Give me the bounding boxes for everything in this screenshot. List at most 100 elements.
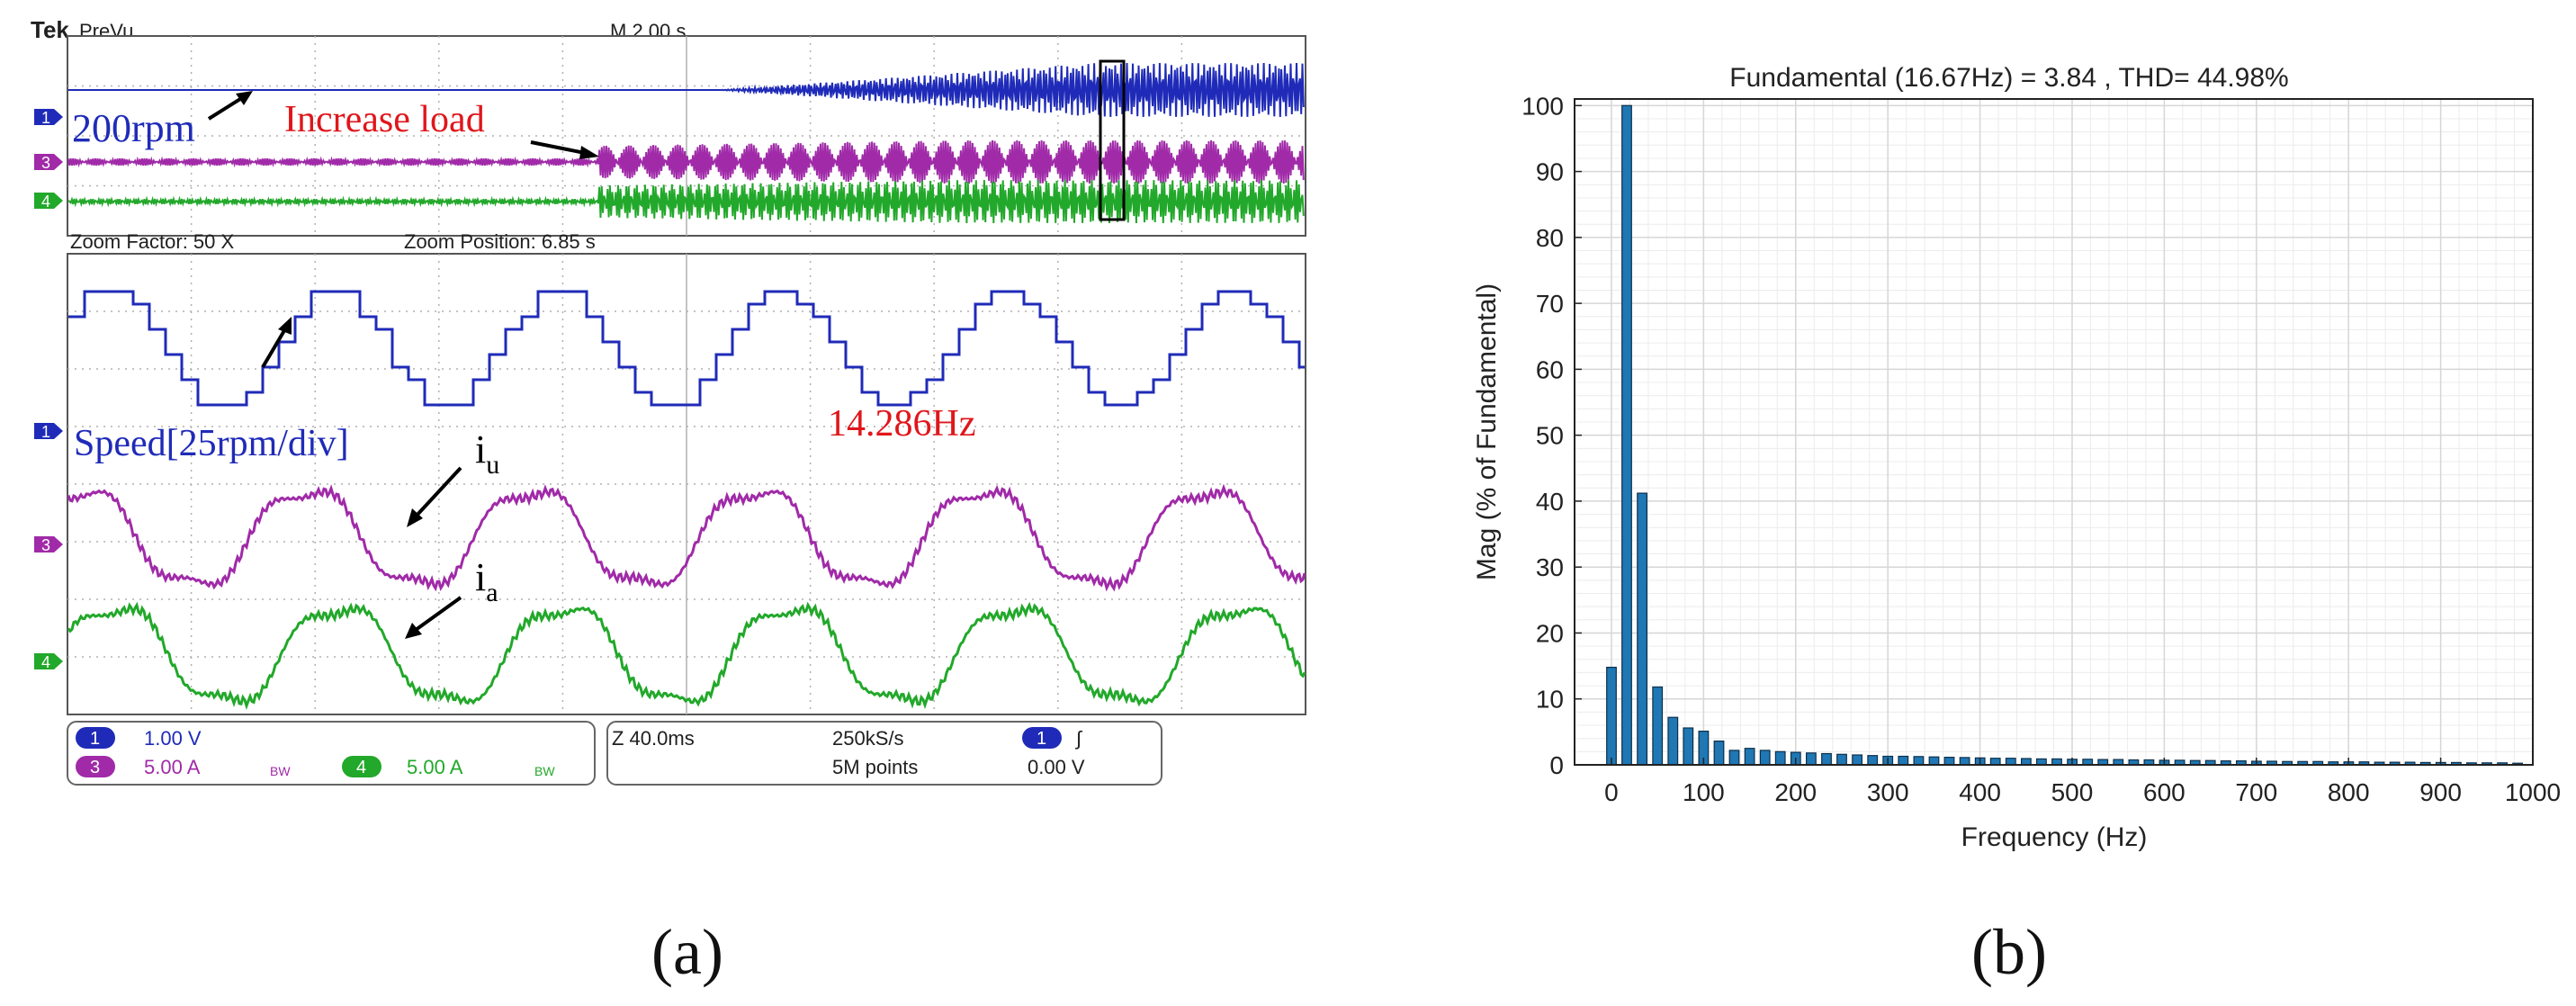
- bar: [1728, 750, 1740, 766]
- bar: [1959, 757, 1970, 766]
- zoom-traces: [67, 290, 1306, 710]
- bar: [1652, 686, 1664, 766]
- x-tick-labels: 0 100 200 300 400 500 600 700 800 900 1000: [1604, 758, 2561, 806]
- scope-brand: Tek: [31, 16, 69, 43]
- svg-text:BW: BW: [270, 764, 291, 778]
- overview-ch3-marker: 3: [34, 154, 63, 172]
- speed-div-arrow: [261, 326, 288, 369]
- bar: [1667, 716, 1679, 766]
- chart-title: Fundamental (16.67Hz) = 3.84 , THD= 44.9…: [1729, 63, 2288, 93]
- oscilloscope-panel: Tek PreVu M 2.00 s 1 3 4 200rpm Incr: [31, 16, 1306, 786]
- bar: [1913, 756, 1925, 766]
- iu-arrow: [414, 466, 462, 518]
- bar: [1928, 756, 1940, 766]
- svg-text:4: 4: [41, 193, 50, 211]
- bar: [1606, 666, 1617, 766]
- x-tick-label: 600: [2143, 778, 2186, 806]
- zoom-ch3-marker: 3: [34, 536, 63, 554]
- current-iu-trace: [67, 483, 1306, 592]
- speed-200rpm-label: 200rpm: [72, 106, 195, 150]
- bar: [1774, 750, 1786, 766]
- sample-rate-setting: 250kS/s: [832, 727, 904, 750]
- y-tick-label: 20: [1536, 619, 1564, 647]
- bar: [1683, 727, 1694, 766]
- svg-text:4: 4: [356, 758, 366, 777]
- bar: [1943, 756, 1955, 766]
- bar: [1805, 752, 1817, 766]
- y-tick-label: 30: [1536, 553, 1564, 581]
- caption-b: (b): [1971, 916, 2047, 988]
- overview-ch4-marker: 4: [34, 193, 63, 211]
- zoom-ch4-marker: 4: [34, 653, 63, 671]
- x-tick-label: 900: [2419, 778, 2462, 806]
- trigger-setting: 1 ∫ 0.00 V: [1022, 727, 1085, 778]
- bar: [1621, 104, 1632, 766]
- svg-text:1: 1: [90, 729, 100, 749]
- bar: [1898, 755, 1909, 766]
- ia-label: ia: [475, 555, 498, 607]
- y-tick-label: 90: [1536, 158, 1564, 186]
- svg-text:1: 1: [41, 109, 50, 127]
- speed-trace: [68, 290, 1305, 407]
- svg-text:1: 1: [1037, 729, 1046, 749]
- zoom-window-box: [1099, 59, 1126, 221]
- x-tick-label: 800: [2328, 778, 2370, 806]
- y-tick-label: 60: [1536, 355, 1564, 383]
- zoom-grid: [67, 254, 1306, 714]
- x-tick-label: 300: [1867, 778, 1909, 806]
- trigger-level: 0.00 V: [1028, 756, 1085, 778]
- y-tick-label: 0: [1549, 751, 1564, 779]
- overview-current-ia-trace: [67, 179, 1305, 224]
- bar: [1836, 753, 1847, 766]
- svg-text:3: 3: [90, 758, 100, 777]
- x-tick-label: 700: [2235, 778, 2277, 806]
- bar: [1759, 750, 1771, 766]
- svg-text:BW: BW: [534, 764, 555, 778]
- svg-text:1.00 V: 1.00 V: [144, 727, 202, 750]
- iu-arrow-head: [407, 508, 423, 527]
- svg-text:3: 3: [41, 536, 50, 554]
- y-tick-label: 50: [1536, 422, 1564, 450]
- record-length-setting: 5M points: [832, 756, 918, 778]
- overview-current-iu-trace: [67, 139, 1305, 184]
- zoom-position: Zoom Position: 6.85 s: [404, 230, 596, 253]
- load-arrow: [530, 140, 586, 155]
- bar: [2021, 758, 2032, 766]
- y-axis-label: Mag (% of Fundamental): [1472, 283, 1502, 580]
- x-tick-label: 200: [1774, 778, 1817, 806]
- zoom-ch1-marker: 1: [34, 423, 63, 441]
- bar: [1744, 748, 1755, 766]
- x-tick-label: 1000: [2505, 778, 2561, 806]
- bar: [2005, 758, 2016, 766]
- x-tick-label: 400: [1959, 778, 2001, 806]
- x-tick-label: 100: [1683, 778, 1725, 806]
- speed-div-label: Speed[25rpm/div]: [74, 423, 349, 464]
- ia-arrow: [414, 596, 462, 632]
- caption-a: (a): [651, 916, 723, 988]
- y-tick-label: 80: [1536, 224, 1564, 252]
- svg-text:4: 4: [41, 653, 50, 671]
- svg-text:1: 1: [41, 423, 50, 441]
- y-tick-label: 70: [1536, 290, 1564, 318]
- bar: [1989, 758, 2001, 766]
- speed-arrow-head: [236, 91, 253, 105]
- ia-arrow-head: [405, 623, 422, 639]
- bar: [1867, 755, 1879, 766]
- bar: [1713, 740, 1725, 766]
- x-tick-label: 0: [1604, 778, 1619, 806]
- increase-load-label: Increase load: [284, 99, 485, 140]
- svg-text:5.00 A: 5.00 A: [144, 756, 201, 778]
- overview-traces: [67, 62, 1305, 224]
- load-arrow-head: [579, 146, 599, 159]
- minor-grid: [1575, 99, 2533, 765]
- x-tick-label: 500: [2051, 778, 2094, 806]
- y-tick-label: 10: [1536, 686, 1564, 714]
- zoom-factor: Zoom Factor: 50 X: [70, 230, 235, 253]
- y-tick-label: 100: [1521, 92, 1564, 120]
- overview-ch1-marker: 1: [34, 109, 63, 127]
- svg-text:3: 3: [41, 154, 50, 172]
- overview-speed-trace: [68, 62, 1305, 118]
- channel-settings-box: [67, 721, 596, 786]
- svg-text:5.00 A: 5.00 A: [407, 756, 463, 778]
- ch3-setting: 3 5.00 A BW: [76, 756, 291, 778]
